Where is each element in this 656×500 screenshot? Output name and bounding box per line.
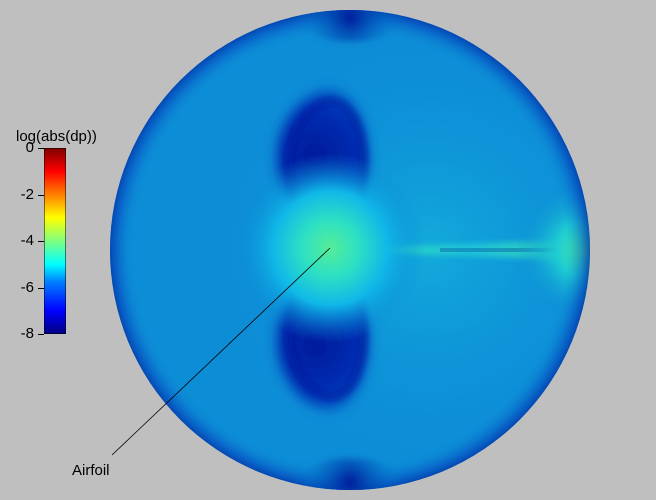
colorbar-tick-label: -6: [8, 279, 34, 296]
colorbar-tick-line: [38, 334, 44, 335]
colorbar-tick-label: -2: [8, 186, 34, 203]
colorbar-tick-line: [38, 241, 44, 242]
colorbar: [44, 148, 66, 334]
colorbar-tick-line: [38, 148, 44, 149]
colorbar-gradient: [44, 148, 66, 334]
colorbar-tick-label: -8: [8, 325, 34, 342]
figure: log(abs(dp)) 0-2-4-6-8 Airfoil: [0, 0, 656, 500]
colorbar-tick-label: 0: [8, 139, 34, 156]
colorbar-tick-line: [38, 288, 44, 289]
scalar-field-plot: [0, 0, 656, 500]
annotation-label: Airfoil: [72, 462, 110, 479]
colorbar-tick-label: -4: [8, 232, 34, 249]
colorbar-tick-line: [38, 195, 44, 196]
